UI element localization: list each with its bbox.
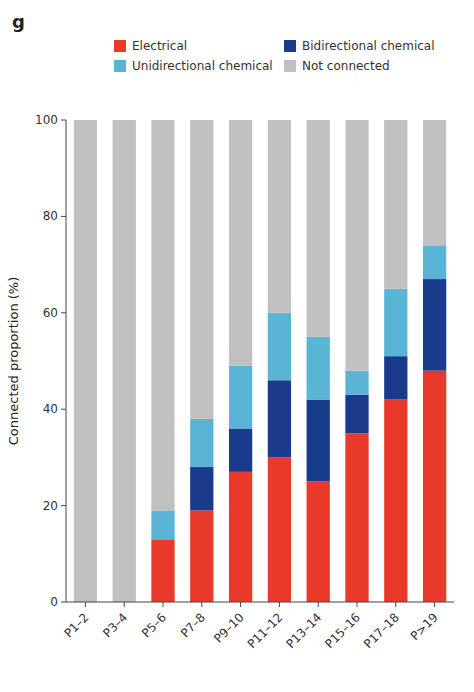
- bar-segment: [384, 120, 407, 289]
- y-axis-line: [66, 120, 67, 602]
- bar-segment: [190, 120, 213, 419]
- y-tick: [61, 312, 66, 313]
- bar-segment: [229, 366, 252, 429]
- x-tick-label: P9–10: [211, 610, 246, 645]
- legend-label: Bidirectional chemical: [302, 39, 435, 53]
- legend-label: Unidirectional chemical: [132, 59, 273, 73]
- x-tick-label: P15–16: [322, 610, 363, 651]
- bar-segment: [151, 539, 174, 602]
- bar-segment: [151, 510, 174, 539]
- title: g: [12, 11, 25, 32]
- bar-segment: [268, 380, 291, 457]
- x-tick-label: P1–2: [61, 610, 91, 640]
- y-tick-label: 80: [43, 209, 58, 223]
- x-tick-label: P7–8: [178, 610, 208, 640]
- y-axis-label: Connected proportion (%): [6, 277, 21, 445]
- bar-segment: [307, 120, 330, 337]
- legend-swatch: [284, 60, 296, 72]
- legend-label: Not connected: [302, 59, 390, 73]
- bar-segment: [423, 245, 446, 279]
- x-tick-label: P3–4: [100, 610, 130, 640]
- y-axis: 0 20 40 60 80 100: [35, 113, 66, 609]
- bar-segment: [345, 433, 368, 602]
- x-tick: [279, 602, 280, 607]
- x-tick: [124, 602, 125, 607]
- x-tick: [434, 602, 435, 607]
- bar-segment: [268, 457, 291, 602]
- x-tick-label: P13–14: [283, 610, 324, 651]
- legend-swatch: [284, 40, 296, 52]
- bar-segment: [307, 400, 330, 482]
- x-tick: [201, 602, 202, 607]
- bar-segment: [345, 395, 368, 434]
- bar-segment: [423, 120, 446, 245]
- bar-segment: [113, 120, 136, 602]
- bar-segment: [268, 313, 291, 380]
- y-tick: [61, 216, 66, 217]
- legend-swatch: [114, 60, 126, 72]
- bar-segment: [190, 419, 213, 467]
- chart: g Electrical Bidirectional chemical Unidire…: [0, 0, 474, 692]
- y-tick: [61, 602, 66, 603]
- x-tick: [395, 602, 396, 607]
- bar-segment: [74, 120, 97, 602]
- y-tick: [61, 120, 66, 121]
- x-tick-label: P>19: [408, 610, 441, 643]
- y-tick-label: 0: [50, 595, 58, 609]
- bar-segment: [190, 467, 213, 510]
- bars: [74, 120, 446, 602]
- y-tick: [61, 409, 66, 410]
- bar-segment: [384, 400, 407, 602]
- x-tick: [240, 602, 241, 607]
- bar-segment: [229, 428, 252, 471]
- bar-segment: [229, 120, 252, 366]
- bar-segment: [345, 120, 368, 371]
- y-tick: [61, 505, 66, 506]
- y-tick-label: 60: [43, 306, 58, 320]
- x-tick: [318, 602, 319, 607]
- bar-segment: [268, 120, 291, 313]
- x-tick-label: P5–6: [139, 610, 169, 640]
- x-axis: P1–2P3–4P5–6P7–8P9–10P11–12P13–14P15–16P…: [61, 602, 454, 651]
- bar-segment: [151, 120, 174, 510]
- x-tick: [163, 602, 164, 607]
- bar-segment: [423, 371, 446, 602]
- y-tick-label: 40: [43, 402, 58, 416]
- bar-segment: [229, 472, 252, 602]
- bar-segment: [307, 337, 330, 400]
- x-tick-label: P17–18: [361, 610, 402, 651]
- legend-label: Electrical: [132, 39, 187, 53]
- bar-segment: [307, 482, 330, 603]
- bar-segment: [384, 356, 407, 399]
- y-tick-label: 100: [35, 113, 58, 127]
- y-tick-label: 20: [43, 499, 58, 513]
- legend-swatch: [114, 40, 126, 52]
- x-tick-label: P11–12: [245, 610, 286, 651]
- bar-segment: [345, 371, 368, 395]
- x-tick: [85, 602, 86, 607]
- x-tick: [357, 602, 358, 607]
- bar-segment: [190, 510, 213, 602]
- legend: Electrical Bidirectional chemical Unidirec…: [114, 39, 435, 73]
- bar-segment: [384, 289, 407, 356]
- bar-segment: [423, 279, 446, 371]
